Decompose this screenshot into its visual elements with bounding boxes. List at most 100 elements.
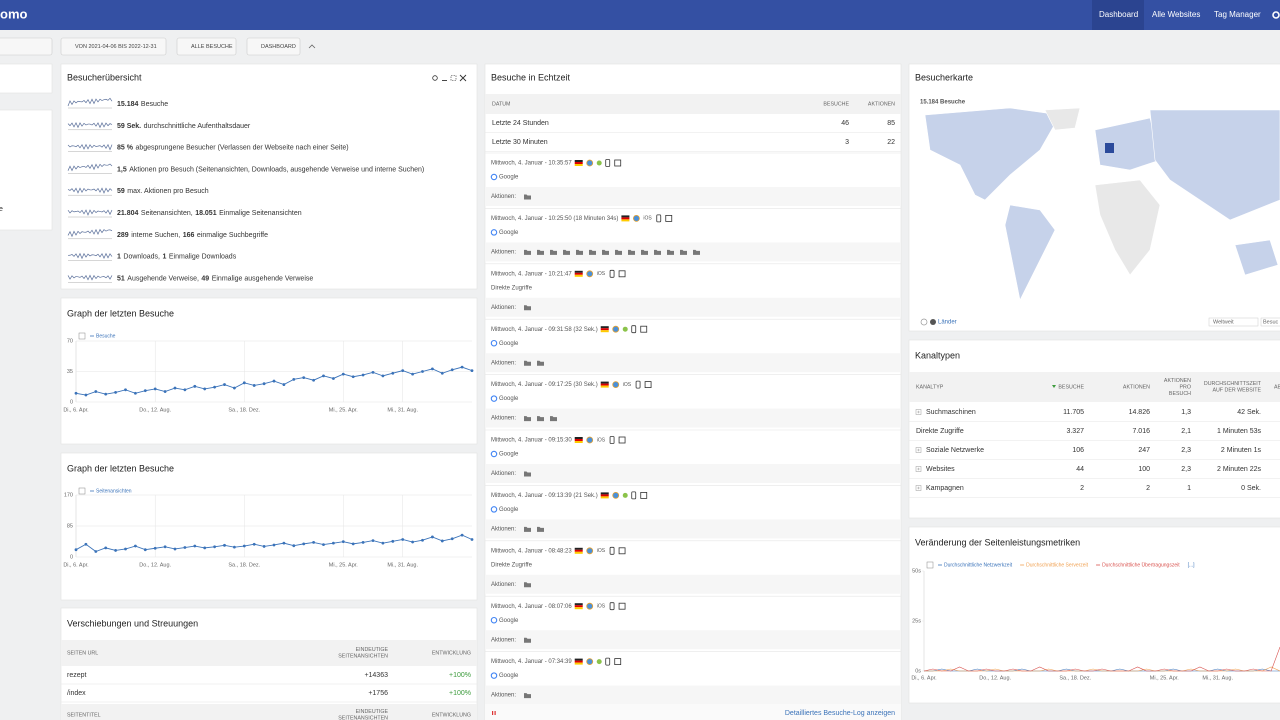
device-icon: [605, 657, 611, 666]
visitor-icon[interactable]: [644, 381, 652, 389]
channel-label[interactable]: Kampagnen: [926, 485, 964, 492]
visit-time: Mittwoch, 4. Januar - 09:31:58 (32 Sek.): [491, 327, 598, 333]
close-icon[interactable]: [459, 74, 467, 82]
metric-label: Einmalige ausgehende Verweise: [212, 275, 314, 282]
date-button[interactable]: [60, 37, 167, 56]
map-level-link[interactable]: Länder: [938, 320, 957, 326]
folder-icon[interactable]: [602, 249, 609, 255]
folder-icon[interactable]: [680, 249, 687, 255]
legend-label[interactable]: Besuche: [96, 333, 116, 339]
legend-more[interactable]: [...]: [1188, 562, 1196, 568]
data-point: [312, 378, 315, 382]
folder-icon[interactable]: [524, 416, 531, 422]
maximise-icon[interactable]: [450, 75, 457, 81]
left-panel: [0, 63, 53, 94]
collapse-icon[interactable]: [308, 44, 316, 49]
chart-menu-icon[interactable]: [78, 487, 86, 495]
country-shape[interactable]: [1004, 204, 1056, 301]
device-icon: [656, 214, 662, 223]
action-icons: [524, 471, 531, 477]
settings-icon[interactable]: [1272, 11, 1280, 19]
folder-icon[interactable]: [693, 249, 700, 255]
zoom-icon[interactable]: [920, 318, 928, 326]
folder-icon[interactable]: [537, 526, 544, 532]
expand-icon[interactable]: [915, 447, 922, 453]
expand-icon[interactable]: [915, 409, 922, 415]
channel-label[interactable]: Suchmaschinen: [926, 409, 976, 416]
folder-icon[interactable]: [524, 194, 531, 200]
legend-label[interactable]: Seitenansichten: [96, 488, 132, 494]
visitor-log-link[interactable]: Detailliertes Besuche-Log anzeigen: [785, 710, 895, 717]
visitor-icon[interactable]: [618, 270, 626, 278]
visitor-icon[interactable]: [618, 547, 626, 555]
country-shape[interactable]: [1234, 239, 1279, 276]
visitor-icon[interactable]: [640, 491, 648, 499]
pause-icon[interactable]: [494, 711, 496, 715]
folder-icon[interactable]: [667, 249, 674, 255]
cell: 106: [1072, 447, 1084, 454]
visitor-icon[interactable]: [665, 214, 673, 222]
folder-icon[interactable]: [524, 637, 531, 643]
country-shape[interactable]: [1094, 117, 1161, 171]
logo[interactable]: omo: [0, 6, 28, 21]
folder-icon[interactable]: [550, 416, 557, 422]
expand-icon[interactable]: [915, 466, 922, 472]
folder-icon[interactable]: [524, 360, 531, 366]
folder-icon[interactable]: [537, 416, 544, 422]
legend-label[interactable]: Durchschnittliche Serverzeit: [1026, 562, 1089, 568]
expand-icon[interactable]: [915, 485, 922, 491]
visitor-icon[interactable]: [618, 602, 626, 610]
cell: rezept: [67, 672, 87, 679]
folder-icon[interactable]: [524, 526, 531, 532]
folder-icon[interactable]: [589, 249, 596, 255]
visitor-icon[interactable]: [614, 658, 622, 665]
segment-button[interactable]: [176, 37, 237, 56]
folder-icon[interactable]: [615, 249, 622, 255]
country-highlight[interactable]: [1105, 143, 1114, 153]
chart-menu-icon[interactable]: [926, 561, 934, 569]
country-shape[interactable]: [1044, 107, 1081, 131]
folder-icon[interactable]: [524, 582, 531, 588]
chart-menu-icon[interactable]: [78, 332, 86, 340]
data-point: [134, 544, 137, 548]
nav-item[interactable]: Alle Websites: [1152, 10, 1200, 19]
country-shape[interactable]: [1094, 179, 1161, 276]
legend-label[interactable]: Durchschnittliche Übertragungszeit: [1102, 561, 1180, 568]
country-shape[interactable]: [924, 107, 1061, 201]
folder-icon[interactable]: [524, 471, 531, 477]
channel-label[interactable]: Direkte Zugriffe: [916, 428, 964, 435]
nav-item[interactable]: Dashboard: [1099, 10, 1138, 19]
metric-value: 1,5: [117, 166, 127, 173]
dashboard-button[interactable]: [246, 37, 301, 56]
data-point: [143, 548, 147, 552]
folder-icon[interactable]: [563, 249, 570, 255]
folder-icon[interactable]: [524, 305, 531, 311]
folder-icon[interactable]: [628, 249, 635, 255]
visitor-icon[interactable]: [614, 159, 622, 167]
visitor-icon[interactable]: [640, 325, 648, 333]
select-box[interactable]: [1208, 317, 1259, 327]
legend-label[interactable]: Durchschnittliche Netzwerkzeit: [944, 562, 1013, 568]
actions-label: Aktionen:: [491, 526, 516, 532]
folder-icon[interactable]: [654, 249, 661, 255]
folder-icon[interactable]: [524, 693, 531, 699]
folder-icon[interactable]: [537, 360, 544, 366]
folder-icon[interactable]: [550, 249, 557, 255]
nav-item[interactable]: Tag Manager: [1214, 10, 1261, 19]
country-shape[interactable]: [1149, 109, 1280, 221]
column-header: SEITENANSICHTEN: [338, 654, 388, 660]
folder-icon[interactable]: [641, 249, 648, 255]
sparkline: [67, 97, 113, 107]
data-point: [282, 541, 286, 545]
refresh-icon[interactable]: [432, 75, 438, 81]
select-box[interactable]: [1260, 317, 1280, 327]
folder-icon[interactable]: [576, 249, 583, 255]
channel-label[interactable]: Soziale Netzwerke: [926, 447, 984, 454]
search-box[interactable]: [0, 37, 53, 56]
pause-icon[interactable]: [492, 711, 494, 715]
folder-icon[interactable]: [537, 249, 544, 255]
widget: [908, 339, 1280, 519]
folder-icon[interactable]: [524, 249, 531, 255]
visitor-icon[interactable]: [618, 436, 626, 444]
channel-label[interactable]: Websites: [926, 466, 955, 473]
